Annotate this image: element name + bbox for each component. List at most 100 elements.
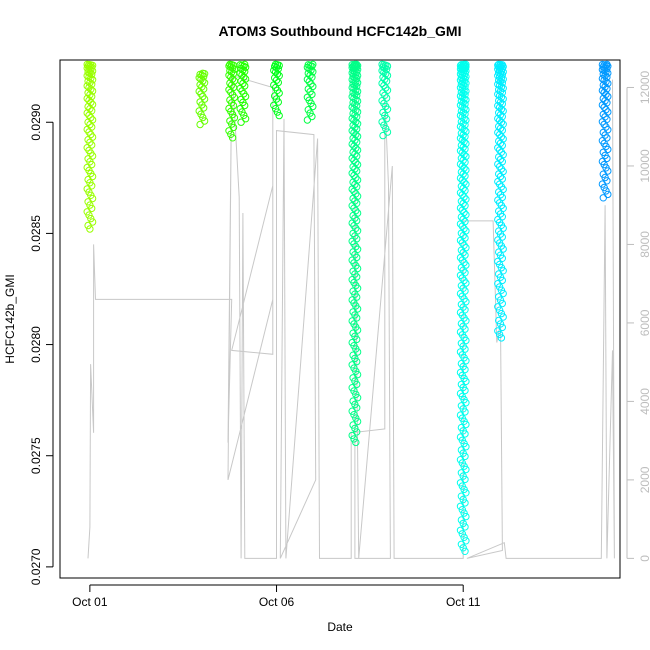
data-point [237, 77, 245, 85]
data-point [495, 153, 503, 161]
left-tick-label: 0.0275 [29, 437, 43, 474]
data-point [494, 144, 502, 152]
data-point [495, 146, 504, 154]
data-point [85, 211, 93, 219]
data-point [349, 194, 357, 203]
data-point [199, 113, 207, 122]
altitude-track-layer [87, 75, 615, 559]
point-column [303, 60, 317, 124]
chart-title: ATOM3 Southbound HCFC142b_GMI [219, 23, 462, 39]
data-point [86, 225, 94, 233]
point-column [378, 60, 392, 140]
right-tick-label: 4000 [638, 388, 650, 415]
point-column [236, 60, 250, 126]
data-point [458, 85, 466, 93]
data-point [303, 75, 312, 84]
right-tick-label: 6000 [638, 309, 650, 336]
point-column [83, 60, 97, 233]
data-point [456, 204, 465, 212]
data-point [84, 118, 92, 126]
data-point [498, 323, 506, 332]
data-point [350, 204, 358, 212]
data-point [348, 431, 356, 440]
left-tick-label: 0.0285 [29, 215, 43, 252]
data-point [241, 115, 250, 123]
data-point [460, 533, 468, 541]
data-point [88, 218, 97, 226]
data-point [494, 327, 502, 335]
right-tick-label: 12000 [638, 70, 650, 104]
right-tick-label: 8000 [638, 231, 650, 258]
data-point [494, 72, 502, 80]
left-axis: 0.0270 0.0275 0.0280 0.0285 0.0290 [29, 104, 54, 585]
data-point [599, 110, 607, 119]
data-point [228, 134, 237, 142]
point-column [225, 60, 239, 142]
data-point [308, 112, 316, 121]
data-point [380, 81, 388, 90]
data-point [460, 509, 468, 517]
data-point [84, 68, 92, 76]
point-column [270, 60, 283, 120]
data-point [456, 526, 465, 534]
data-point [602, 187, 610, 195]
data-point [349, 80, 357, 88]
data-point [456, 174, 465, 182]
point-column [598, 60, 612, 202]
altitude-track-line [87, 75, 615, 559]
data-point [348, 169, 356, 178]
data-point [303, 116, 312, 124]
data-point [353, 417, 362, 426]
data-point [496, 320, 505, 328]
data-point [458, 206, 466, 214]
bottom-tick-label: Oct 01 [72, 595, 108, 609]
data-point [378, 79, 386, 88]
data-point [200, 117, 209, 125]
data-point [348, 185, 356, 193]
point-column [348, 60, 362, 447]
data-point [271, 74, 279, 82]
data-point [275, 111, 283, 120]
data-point [349, 178, 357, 186]
bottom-tick-label: Oct 06 [259, 595, 295, 609]
data-point [456, 236, 465, 245]
data-point [83, 109, 91, 117]
point-column [456, 60, 470, 555]
data-point [497, 334, 506, 342]
data-point [462, 537, 470, 545]
data-point [85, 111, 93, 120]
data-point [598, 101, 607, 109]
data-point [461, 547, 469, 555]
data-point [456, 220, 465, 228]
data-point [351, 424, 359, 433]
data-point [196, 120, 204, 129]
data-point [499, 313, 507, 321]
data-point [598, 65, 607, 74]
data-point [494, 128, 502, 137]
data-point [225, 127, 233, 135]
data-point [352, 438, 360, 447]
plot-frame [59, 59, 621, 579]
data-point [495, 162, 504, 171]
data-point [495, 330, 504, 339]
bottom-tick-label: Oct 11 [446, 595, 481, 609]
data-point [348, 407, 356, 415]
data-point [459, 544, 467, 552]
data-point [458, 530, 466, 538]
left-tick-label: 0.0280 [29, 326, 43, 363]
right-tick-label: 2000 [638, 466, 650, 493]
data-point [353, 428, 361, 436]
data-point [84, 221, 92, 230]
data-point [227, 63, 235, 71]
data-point [348, 154, 356, 163]
y-axis-label: HCFC142b_GMI [3, 274, 17, 363]
data-point [600, 103, 608, 112]
data-point [458, 222, 466, 230]
right-tick-label: 0 [638, 555, 650, 562]
data-point [350, 435, 358, 443]
data-point [456, 189, 465, 197]
data-point [379, 131, 387, 140]
data-point [273, 108, 282, 116]
data-point [305, 77, 313, 86]
